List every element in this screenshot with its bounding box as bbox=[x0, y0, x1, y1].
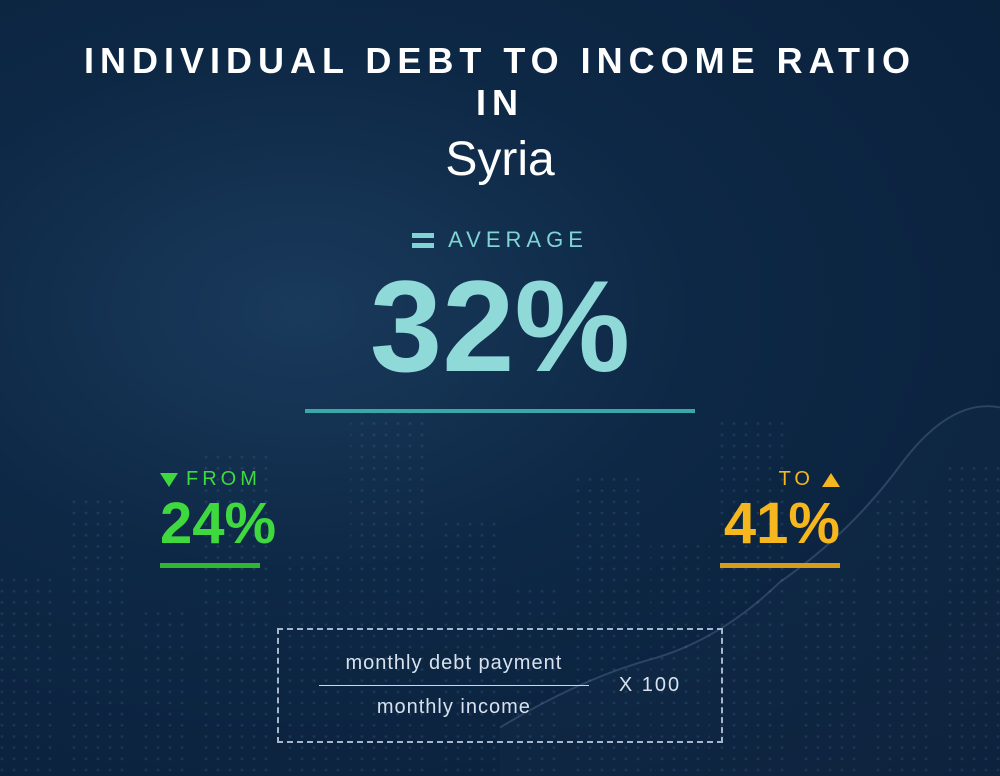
formula-denominator: monthly income bbox=[377, 696, 531, 719]
average-value: 32% bbox=[60, 261, 940, 391]
to-label: TO bbox=[779, 468, 814, 491]
equals-icon bbox=[412, 233, 434, 248]
triangle-up-icon bbox=[822, 473, 840, 487]
title-line2: Syria bbox=[60, 132, 940, 187]
formula-multiplier: X 100 bbox=[619, 674, 681, 697]
to-underline bbox=[720, 563, 840, 568]
average-section: AVERAGE 32% bbox=[60, 227, 940, 413]
formula-box: monthly debt payment monthly income X 10… bbox=[277, 628, 723, 743]
fraction-line bbox=[319, 685, 589, 686]
to-value: 41% bbox=[724, 495, 840, 553]
from-value: 24% bbox=[160, 495, 276, 553]
title-line1: INDIVIDUAL DEBT TO INCOME RATIO IN bbox=[60, 40, 940, 124]
formula-numerator: monthly debt payment bbox=[345, 652, 562, 675]
triangle-down-icon bbox=[160, 473, 178, 487]
from-underline bbox=[160, 563, 260, 568]
average-label: AVERAGE bbox=[448, 227, 588, 253]
from-label: FROM bbox=[186, 468, 261, 491]
to-block: TO 41% bbox=[720, 468, 840, 568]
average-underline bbox=[305, 409, 695, 413]
from-block: FROM 24% bbox=[160, 468, 276, 568]
